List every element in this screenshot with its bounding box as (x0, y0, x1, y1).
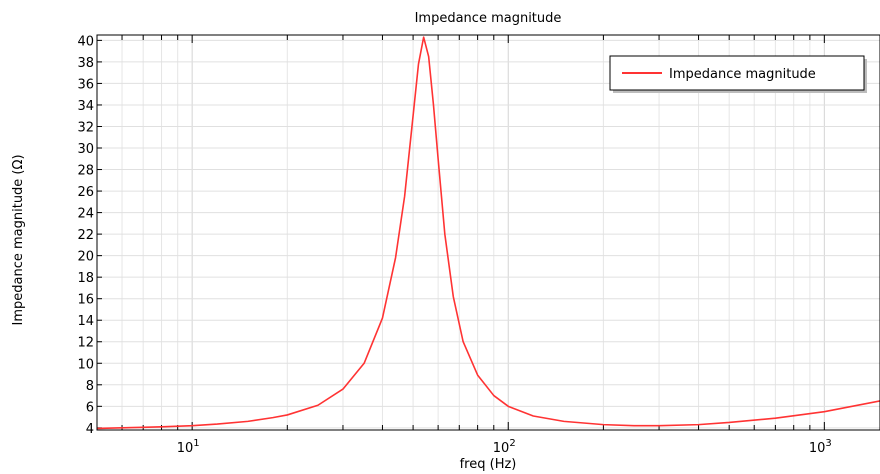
y-tick-label: 12 (77, 336, 94, 351)
y-tick-label: 4 (86, 422, 94, 437)
y-tick-label: 32 (77, 120, 94, 135)
x-axis-label: freq (Hz) (460, 457, 517, 472)
x-tick-label: 103 (809, 438, 832, 456)
plot-frame (96, 34, 880, 431)
chart-title: Impedance magnitude (415, 11, 562, 26)
y-tick-label: 38 (77, 56, 94, 71)
y-tick-label: 40 (77, 34, 94, 49)
y-tick-label: 28 (77, 164, 94, 179)
y-tick-label: 6 (86, 400, 94, 415)
y-tick-label: 30 (77, 142, 94, 157)
legend-label: Impedance magnitude (669, 67, 816, 82)
y-tick-label: 36 (77, 77, 94, 92)
grid (96, 35, 880, 430)
axis-ticks (96, 35, 825, 430)
y-tick-label: 8 (86, 379, 94, 394)
y-tick-label: 14 (77, 314, 94, 329)
legend: Impedance magnitude (609, 55, 867, 93)
x-tick-labels: 101 102 103 (177, 438, 832, 456)
x-tick-label: 101 (177, 438, 200, 456)
y-tick-label: 22 (77, 228, 94, 243)
y-tick-label: 10 (77, 357, 94, 372)
y-tick-label: 20 (77, 250, 94, 265)
y-tick-label: 16 (77, 293, 94, 308)
y-tick-label: 26 (77, 185, 94, 200)
y-tick-label: 24 (77, 207, 94, 222)
y-tick-label: 34 (77, 99, 94, 114)
y-axis-label: Impedance magnitude (Ω) (11, 154, 26, 325)
series-line (96, 36, 880, 430)
y-tick-label: 18 (77, 271, 94, 286)
series-group (96, 36, 880, 430)
y-tick-labels: 4 6 8 10 12 14 16 18 20 22 24 26 28 30 32 34 36 38 40 (77, 34, 94, 436)
x-tick-label: 102 (493, 438, 516, 456)
